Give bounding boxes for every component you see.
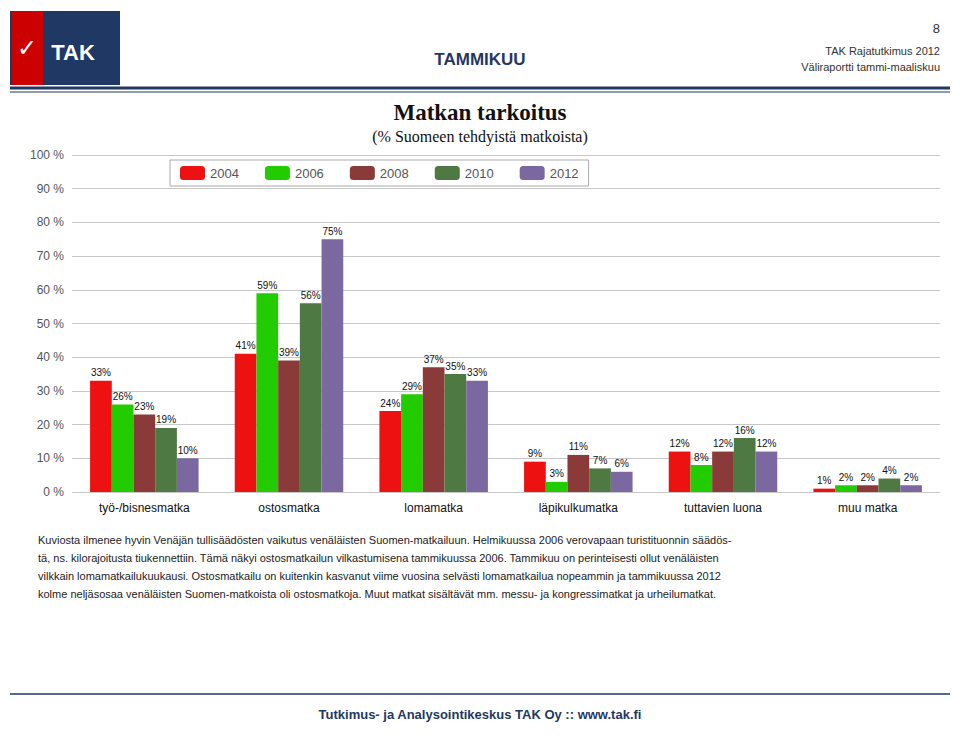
svg-text:vilkkain lomamatkailukuukausi.: vilkkain lomamatkailukuukausi. Ostosmatk…	[38, 570, 721, 582]
svg-text:20 %: 20 %	[37, 418, 65, 432]
svg-text:75%: 75%	[322, 226, 342, 237]
svg-text:12%: 12%	[713, 438, 733, 449]
svg-text:16%: 16%	[735, 425, 755, 436]
svg-text:2006: 2006	[295, 166, 324, 181]
svg-text:90 %: 90 %	[37, 182, 65, 196]
svg-text:TAK Rajatutkimus 2012: TAK Rajatutkimus 2012	[825, 45, 940, 57]
svg-text:33%: 33%	[91, 367, 111, 378]
svg-text:39%: 39%	[279, 347, 299, 358]
svg-text:10 %: 10 %	[37, 451, 65, 465]
svg-text:70 %: 70 %	[37, 249, 65, 263]
svg-text:19%: 19%	[156, 414, 176, 425]
svg-text:60 %: 60 %	[37, 283, 65, 297]
svg-text:2%: 2%	[839, 472, 854, 483]
svg-text:2012: 2012	[550, 166, 579, 181]
svg-text:lomamatka: lomamatka	[404, 501, 463, 515]
svg-text:80 %: 80 %	[37, 215, 65, 229]
svg-text:8: 8	[933, 21, 940, 36]
svg-text:kolme neljäsosaa venäläisten S: kolme neljäsosaa venäläisten Suomen-matk…	[38, 588, 716, 600]
svg-text:✓: ✓	[17, 34, 37, 62]
svg-text:tä, ns. kilorajoitusta tiukenn: tä, ns. kilorajoitusta tiukennettiin. Tä…	[38, 552, 719, 564]
svg-text:40 %: 40 %	[37, 350, 65, 364]
svg-text:ostosmatka: ostosmatka	[258, 501, 320, 515]
svg-text:12%: 12%	[670, 438, 690, 449]
svg-text:0 %: 0 %	[43, 485, 64, 499]
svg-text:Väliraportti tammi-maaliskuu: Väliraportti tammi-maaliskuu	[801, 61, 940, 73]
svg-text:37%: 37%	[424, 354, 444, 365]
svg-text:2%: 2%	[904, 472, 919, 483]
svg-text:6%: 6%	[615, 458, 630, 469]
svg-text:12%: 12%	[756, 438, 776, 449]
svg-text:Matkan tarkoitus: Matkan tarkoitus	[393, 100, 566, 125]
svg-text:1%: 1%	[817, 475, 832, 486]
svg-text:33%: 33%	[467, 367, 487, 378]
svg-text:7%: 7%	[593, 455, 608, 466]
svg-text:TAK: TAK	[51, 40, 95, 65]
svg-text:4%: 4%	[882, 465, 897, 476]
svg-text:10%: 10%	[178, 445, 198, 456]
svg-text:työ-/bisnesmatka: työ-/bisnesmatka	[99, 501, 190, 515]
svg-text:11%: 11%	[569, 441, 588, 452]
svg-text:2008: 2008	[380, 166, 409, 181]
svg-text:30 %: 30 %	[37, 384, 65, 398]
svg-text:TAMMIKUU: TAMMIKUU	[434, 50, 525, 69]
svg-text:2010: 2010	[465, 166, 494, 181]
svg-text:2%: 2%	[860, 472, 875, 483]
svg-text:59%: 59%	[257, 280, 277, 291]
svg-text:29%: 29%	[402, 381, 422, 392]
svg-text:8%: 8%	[694, 452, 709, 463]
svg-text:24%: 24%	[380, 398, 400, 409]
svg-text:2004: 2004	[210, 166, 239, 181]
svg-text:tuttavien luona: tuttavien luona	[684, 501, 762, 515]
svg-text:56%: 56%	[301, 290, 321, 301]
svg-text:muu matka: muu matka	[838, 501, 898, 515]
svg-text:41%: 41%	[236, 340, 256, 351]
svg-text:100 %: 100 %	[30, 148, 64, 162]
svg-text:(% Suomeen tehdyistä matkoista: (% Suomeen tehdyistä matkoista)	[372, 128, 588, 146]
svg-text:9%: 9%	[528, 448, 543, 459]
svg-text:23%: 23%	[134, 401, 154, 412]
svg-text:Kuviosta ilmenee hyvin Venäjän: Kuviosta ilmenee hyvin Venäjän tullisääd…	[38, 534, 732, 546]
svg-text:26%: 26%	[113, 391, 133, 402]
svg-text:Tutkimus- ja Analysointikeskus: Tutkimus- ja Analysointikeskus TAK Oy ::…	[319, 707, 642, 722]
svg-text:3%: 3%	[549, 468, 564, 479]
svg-text:35%: 35%	[445, 361, 465, 372]
svg-text:läpikulkumatka: läpikulkumatka	[539, 501, 619, 515]
svg-text:50 %: 50 %	[37, 317, 65, 331]
